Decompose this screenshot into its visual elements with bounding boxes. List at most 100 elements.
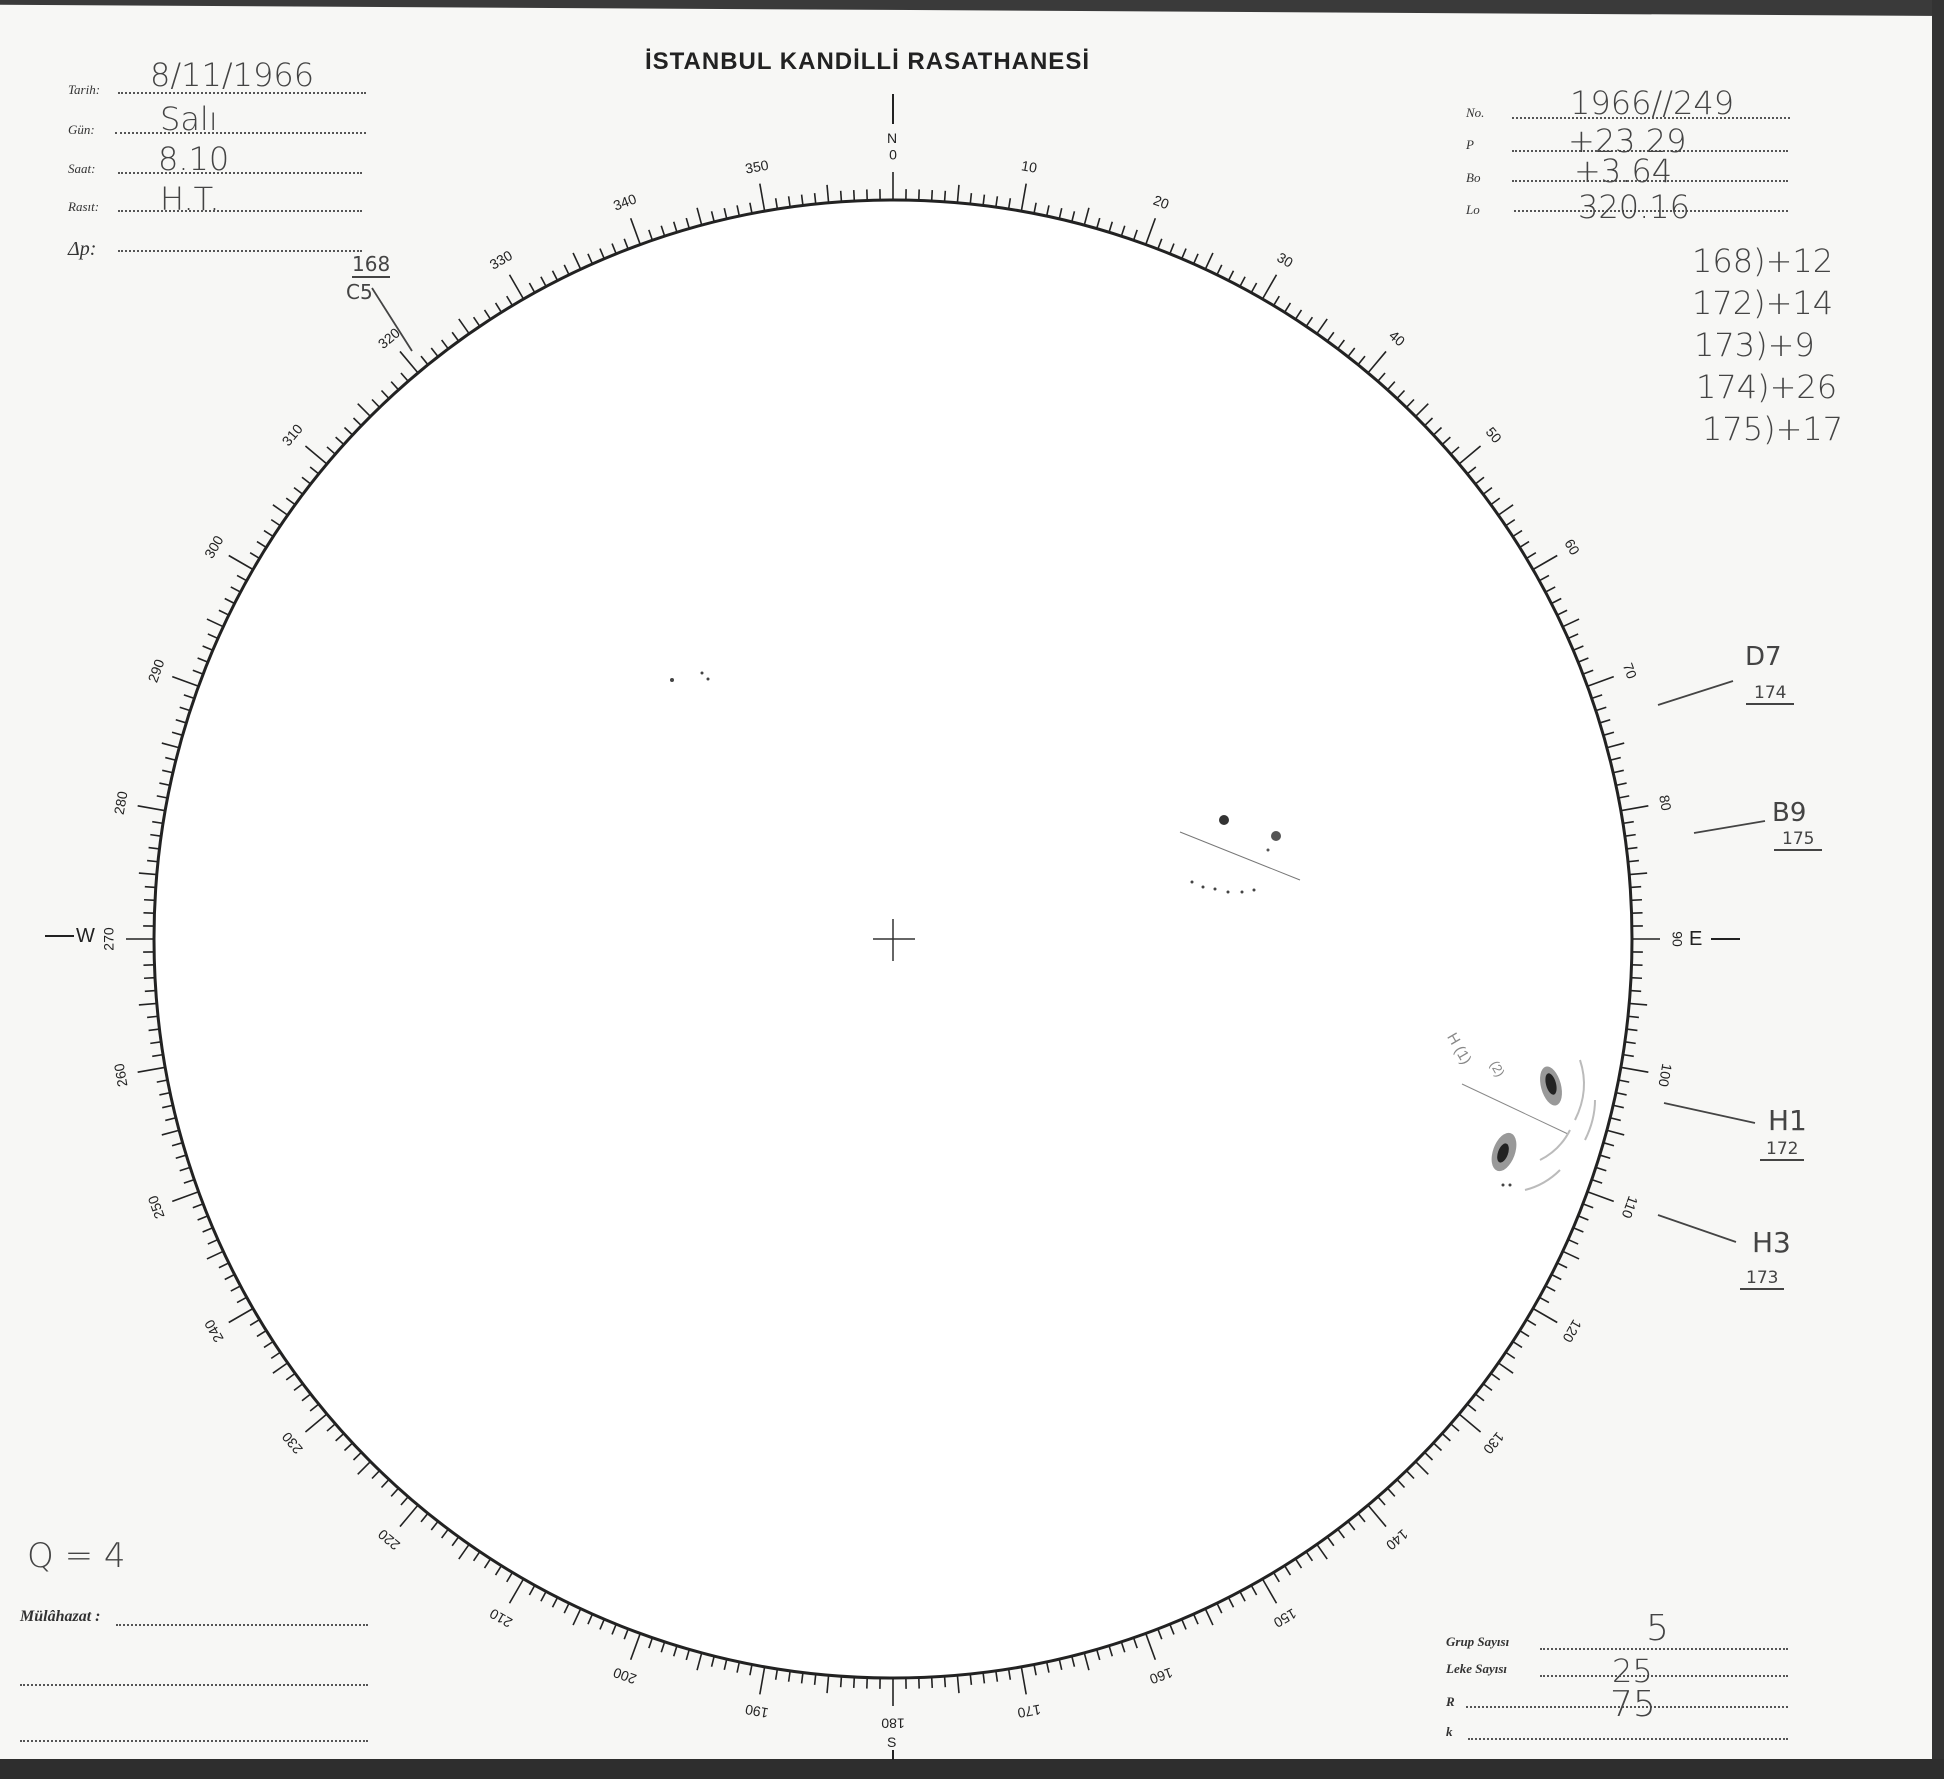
scale-tick	[1606, 1129, 1625, 1136]
scale-tick	[774, 198, 779, 210]
scale-tick	[171, 675, 199, 687]
scale-tick	[1347, 347, 1356, 358]
scale-tick	[451, 331, 460, 342]
scale-tick	[270, 518, 281, 527]
scale-tick	[1624, 833, 1636, 837]
scale-tick	[371, 1470, 381, 1480]
scale-tick	[1474, 1393, 1485, 1402]
scale-tick	[1033, 202, 1037, 214]
scale-tick	[357, 403, 372, 418]
scale-tick	[1538, 574, 1550, 582]
scale-tick	[1551, 597, 1562, 605]
time-label: Saat:	[68, 161, 96, 176]
scale-label: 130	[1480, 1429, 1507, 1457]
scale-tick	[1562, 618, 1580, 628]
sunspot	[1252, 888, 1256, 892]
scale-tick	[696, 1652, 703, 1671]
scale-tick	[1582, 669, 1594, 675]
number-value: 1966//249	[1570, 84, 1735, 122]
sunspot	[1501, 1183, 1505, 1187]
scale-tick	[685, 217, 691, 229]
scale-tick	[551, 1597, 559, 1608]
date-value: 8/11/1966	[150, 56, 315, 94]
scale-tick	[1326, 331, 1335, 342]
group-count-value: 5	[1646, 1608, 1669, 1649]
scale-tick	[1058, 1658, 1063, 1670]
scale-tick	[1272, 295, 1280, 306]
scale-label: 10	[1020, 157, 1038, 175]
scale-tick	[1626, 1028, 1638, 1032]
sunspot	[1240, 890, 1244, 894]
scale-tick	[1326, 1536, 1335, 1547]
scale-tick	[197, 657, 209, 663]
scale-tick	[202, 1227, 214, 1233]
scale-tick	[147, 1015, 159, 1019]
scale-tick	[749, 1664, 753, 1676]
scale-tick	[326, 446, 336, 455]
scale-tick	[171, 731, 183, 737]
scale-tick	[285, 497, 296, 506]
scale-tick	[236, 574, 248, 582]
scale-tick	[1595, 706, 1607, 712]
facula	[1584, 1099, 1596, 1141]
facula	[1524, 1169, 1561, 1191]
scale-tick	[179, 706, 191, 712]
sunspot	[1226, 890, 1230, 894]
scale-tick	[270, 1351, 281, 1360]
scale-tick	[1526, 1318, 1537, 1326]
scale-tick	[1108, 1645, 1114, 1657]
scale-tick	[230, 586, 241, 593]
scale-tick	[420, 355, 429, 366]
scale-tick	[440, 339, 449, 350]
scale-tick	[1132, 229, 1138, 241]
scale-tick	[390, 381, 400, 391]
scale-tick	[1071, 211, 1076, 223]
scale-tick	[930, 1676, 934, 1689]
scale-tick	[826, 184, 830, 203]
scale-tick	[399, 350, 419, 374]
scale-tick	[685, 1649, 691, 1661]
scale-label: 330	[487, 247, 515, 273]
scale-tick	[710, 1655, 715, 1667]
scale-label: 240	[201, 1317, 227, 1345]
number-label: No.	[1466, 105, 1485, 120]
scale-tick	[430, 1520, 439, 1531]
scale-label: 40	[1386, 327, 1408, 349]
scale-tick	[143, 976, 156, 980]
scale-tick	[420, 1512, 429, 1523]
scale-tick	[1572, 1227, 1584, 1233]
scale-tick	[228, 554, 254, 571]
scale-tick	[1526, 552, 1537, 560]
scale-tick	[1337, 339, 1346, 350]
scale-tick	[352, 1451, 362, 1461]
scale-tick	[508, 274, 525, 300]
scale-tick	[144, 989, 156, 993]
scale-tick	[1545, 1285, 1556, 1292]
scale-tick	[1227, 270, 1235, 281]
sunspot	[1271, 831, 1281, 841]
scale-tick	[192, 669, 204, 675]
scale-tick	[1396, 389, 1406, 400]
scale-tick	[1367, 350, 1387, 374]
scale-tick	[1577, 1215, 1589, 1221]
scale-tick	[1603, 1141, 1615, 1147]
scale-tick	[494, 1565, 503, 1576]
scale-tick	[1622, 1053, 1634, 1058]
scale-tick	[256, 1329, 267, 1338]
scale-tick	[723, 208, 728, 220]
scale-tick	[508, 1578, 525, 1604]
scale-tick	[207, 633, 219, 640]
scale-tick	[1567, 1238, 1579, 1245]
scale-tick	[161, 742, 180, 749]
scale-tick	[1405, 398, 1415, 408]
scale-tick	[458, 318, 470, 335]
group-pointer-line	[1693, 820, 1766, 834]
scale-tick	[148, 1028, 160, 1032]
scale-tick	[1283, 1565, 1292, 1576]
scale-tick	[1591, 1178, 1603, 1184]
scale-tick	[1606, 742, 1625, 749]
r-label: R	[1446, 1694, 1455, 1709]
group-note: 174)+26	[1696, 368, 1838, 406]
scale-tick	[1432, 426, 1443, 436]
scale-tick	[660, 225, 666, 237]
